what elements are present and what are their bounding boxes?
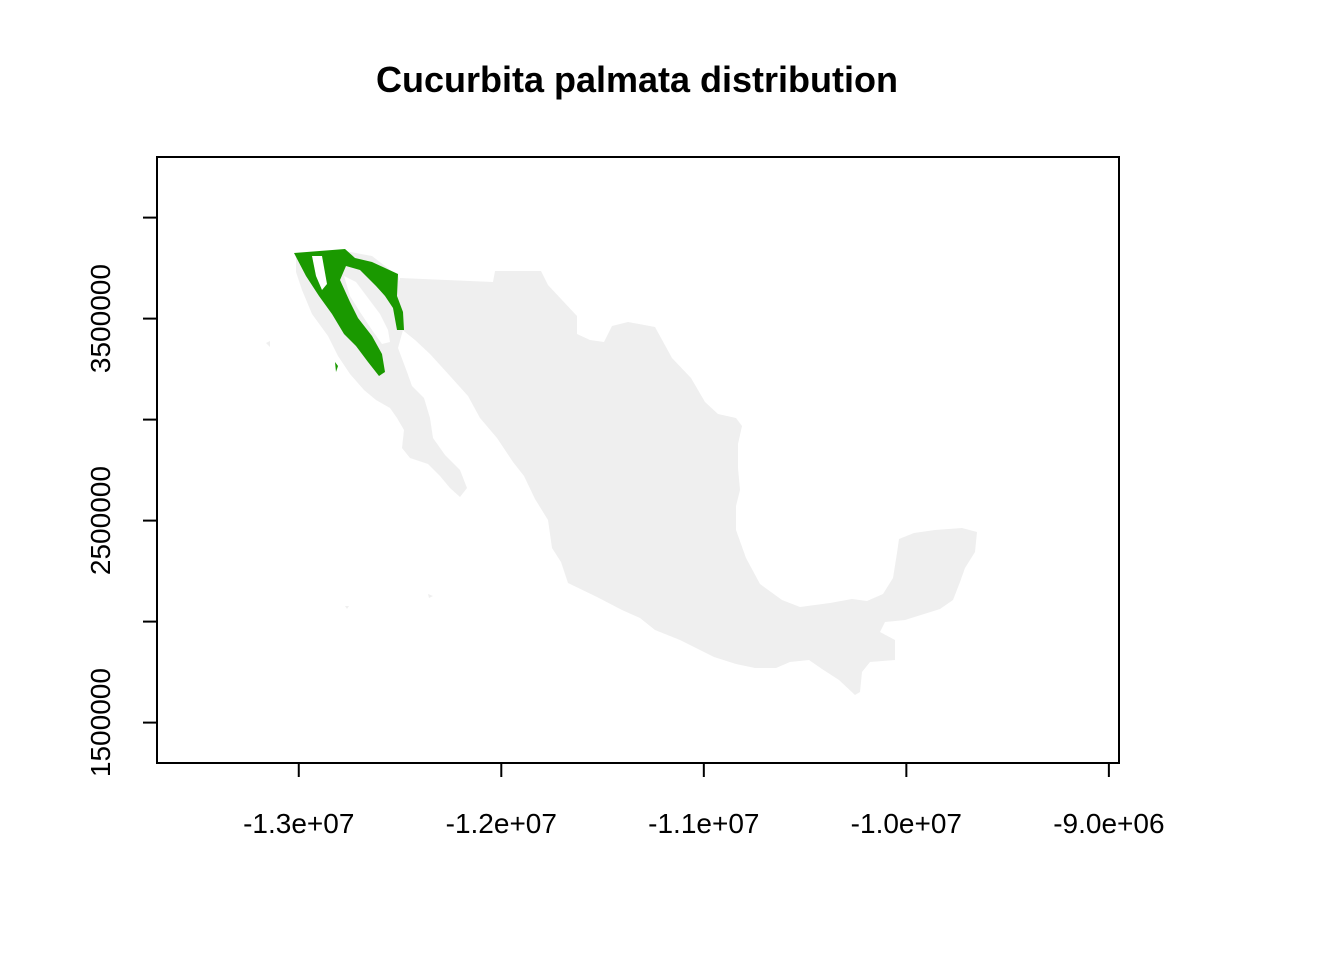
y-tick-label: 3500000: [85, 264, 116, 373]
x-axis: -1.3e+07 -1.2e+07 -1.1e+07 -1.0e+07 -9.0e+06: [243, 762, 1165, 839]
map-layer: [266, 249, 977, 695]
x-tick-label: -1.0e+07: [851, 808, 962, 839]
island: [266, 341, 270, 347]
distribution-gap: [344, 276, 390, 344]
x-tick-label: -1.2e+07: [446, 808, 557, 839]
x-tick-label: -1.1e+07: [648, 808, 759, 839]
distribution-patch: [335, 362, 338, 372]
y-tick-label: 2500000: [85, 466, 116, 575]
x-tick-label: -1.3e+07: [243, 808, 354, 839]
plot-title: Cucurbita palmata distribution: [376, 59, 898, 100]
y-axis: 1500000 2500000 3500000: [85, 216, 158, 777]
y-tick-label: 1500000: [85, 668, 116, 777]
island: [428, 594, 433, 598]
island: [345, 606, 349, 609]
distribution-gap: [312, 256, 327, 290]
x-tick-label: -9.0e+06: [1053, 808, 1164, 839]
mexico-mainland: [400, 271, 977, 695]
